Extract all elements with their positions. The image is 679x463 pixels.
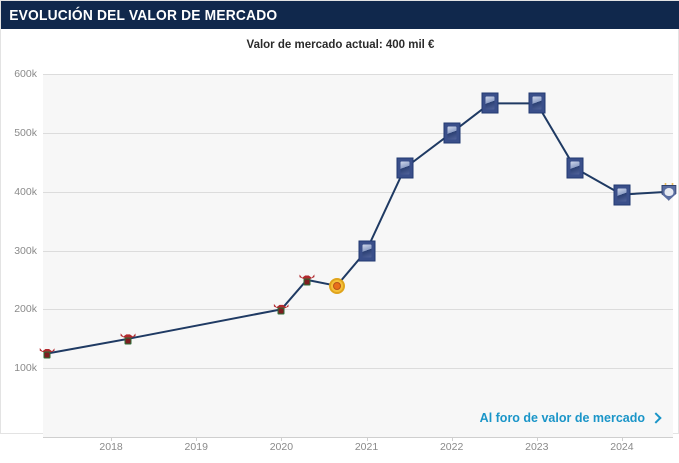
market-value-chart: 100k 200k 300k 400k 500k 600k 2018 2019 2020 202… [1, 63, 679, 453]
x-axis-line [43, 437, 673, 438]
widget-footer: Al foro de valor de mercado [1, 405, 679, 431]
page-title: EVOLUCIÓN DEL VALOR DE MERCADO [9, 6, 278, 24]
widget-header: EVOLUCIÓN DEL VALOR DE MERCADO [1, 1, 679, 29]
market-value-widget: EVOLUCIÓN DEL VALOR DE MERCADO Valor de … [0, 0, 679, 453]
y-axis-tick-label: 200k [14, 303, 37, 316]
club-badge-blue-icon[interactable] [528, 92, 546, 114]
club-badge-red-icon[interactable] [39, 347, 55, 360]
club-badge-gold-icon[interactable] [328, 277, 345, 294]
gridline [43, 74, 673, 75]
y-axis-tick-label: 600k [14, 68, 37, 80]
club-badge-blue-icon[interactable] [566, 157, 584, 179]
y-axis-tick-label: 300k [14, 244, 37, 257]
club-badge-blue-icon[interactable] [396, 157, 414, 179]
x-axis-tick [196, 437, 198, 441]
gridline [43, 368, 673, 370]
x-axis-tick [366, 437, 368, 441]
current-market-value-label: Valor de mercado actual: 400 mil € [246, 39, 435, 51]
x-axis-tick [451, 437, 453, 441]
x-axis-tick-label: 2021 [354, 441, 379, 453]
club-badge-blue-icon[interactable] [358, 240, 375, 261]
x-axis-tick-label: 2019 [184, 441, 208, 453]
y-axis-tick-label: 100k [14, 362, 37, 375]
chevron-right-icon [650, 412, 662, 424]
y-axis-tick-label: 500k [14, 126, 37, 139]
x-axis-tick [621, 437, 623, 441]
y-axis-tick-label: 400k [14, 185, 37, 198]
forum-link-label: Al foro de valor de mercado [479, 411, 645, 425]
club-badge-blue-icon[interactable] [481, 92, 499, 114]
x-axis-tick-label: 2023 [525, 441, 549, 453]
x-axis-tick [281, 437, 283, 441]
x-axis-tick [536, 437, 538, 441]
gridline [43, 191, 673, 193]
gridline [43, 309, 673, 311]
x-axis-tick-label: 2020 [269, 441, 294, 453]
x-axis-tick-label: 2018 [99, 441, 123, 453]
club-badge-blue-icon[interactable] [443, 122, 461, 144]
x-axis-tick-label: 2022 [439, 441, 464, 453]
x-axis-tick-label: 2024 [610, 441, 634, 453]
club-badge-red-icon[interactable] [120, 332, 136, 345]
club-badge-shield-icon[interactable] [661, 182, 677, 201]
club-badge-blue-icon[interactable] [613, 184, 631, 206]
club-badge-red-icon[interactable] [299, 273, 315, 286]
market-value-forum-link[interactable]: Al foro de valor de mercado [479, 411, 662, 425]
gridline [43, 132, 673, 134]
club-badge-red-icon[interactable] [273, 303, 289, 316]
x-axis-tick [111, 437, 113, 441]
